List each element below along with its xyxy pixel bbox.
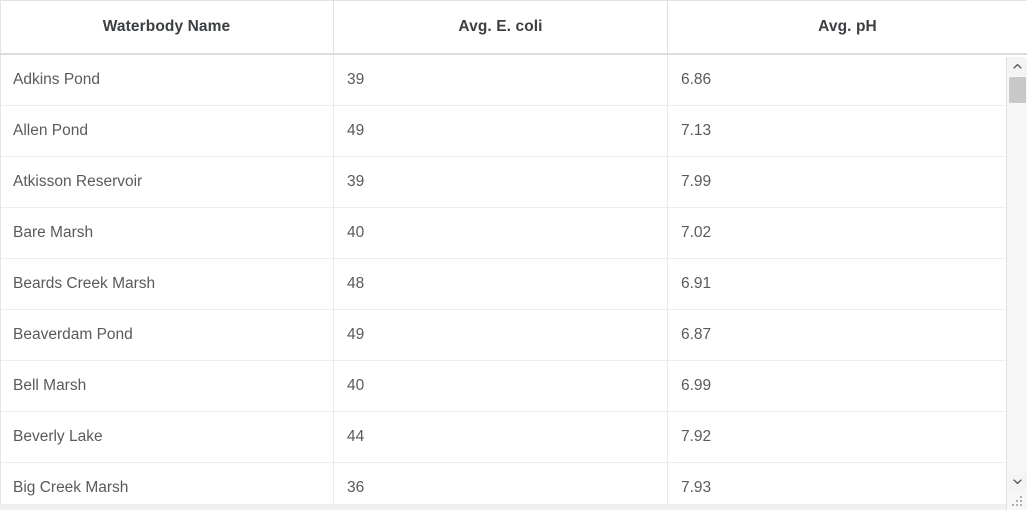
cell-ecoli: 49 (334, 106, 668, 156)
cell-name: Allen Pond (0, 106, 334, 156)
table-bottom-strip (0, 504, 1027, 510)
cell-name: Big Creek Marsh (0, 463, 334, 510)
cell-ph: 6.87 (681, 326, 712, 343)
table-row[interactable]: Beverly Lake 44 7.92 (0, 412, 1027, 463)
cell-ph: 7.92 (681, 428, 712, 445)
cell-name: Atkisson Reservoir (0, 157, 334, 207)
cell-ecoli: 44 (334, 412, 668, 462)
cell-ph: 6.99 (681, 377, 712, 394)
vertical-scrollbar[interactable] (1006, 57, 1027, 510)
cell-name: Beards Creek Marsh (0, 259, 334, 309)
table-rows-container: Adkins Pond 39 6.86 Allen Pond 49 7.13 Atkisso… (0, 55, 1027, 510)
cell-name: Adkins Pond (0, 55, 334, 105)
column-header-avg-ph[interactable]: Avg. pH (668, 1, 1027, 53)
table-row[interactable]: Big Creek Marsh 36 7.93 (0, 463, 1027, 510)
column-header-waterbody-name[interactable]: Waterbody Name (0, 1, 334, 53)
cell-name: Beverly Lake (0, 412, 334, 462)
cell-ph: 6.91 (681, 275, 712, 292)
scroll-down-button[interactable] (1007, 472, 1027, 491)
cell-ecoli: 39 (334, 157, 668, 207)
chevron-down-icon (1012, 479, 1022, 485)
table-header-row: Waterbody Name Avg. E. coli Avg. pH (0, 1, 1027, 55)
cell-ecoli: 49 (334, 310, 668, 360)
cell-ph: 7.02 (681, 224, 712, 241)
chevron-up-icon (1012, 63, 1022, 69)
cell-ph: 7.13 (681, 122, 712, 139)
cell-ph: 7.93 (681, 479, 712, 496)
cell-ecoli: 39 (334, 55, 668, 105)
column-header-avg-ecoli[interactable]: Avg. E. coli (334, 1, 668, 53)
scroll-up-button[interactable] (1007, 57, 1027, 76)
resize-grip-icon[interactable] (1009, 493, 1025, 509)
table-row[interactable]: Bell Marsh 40 6.99 (0, 361, 1027, 412)
cell-ecoli: 40 (334, 208, 668, 258)
cell-name: Beaverdam Pond (0, 310, 334, 360)
cell-ph: 7.99 (681, 173, 712, 190)
table-row[interactable]: Beards Creek Marsh 48 6.91 (0, 259, 1027, 310)
cell-ecoli: 36 (334, 463, 668, 510)
table-row[interactable]: Atkisson Reservoir 39 7.99 (0, 157, 1027, 208)
cell-name: Bell Marsh (0, 361, 334, 411)
table-row[interactable]: Bare Marsh 40 7.02 (0, 208, 1027, 259)
table-body: Adkins Pond 39 6.86 Allen Pond 49 7.13 Atkisso… (0, 55, 1027, 510)
cell-ecoli: 40 (334, 361, 668, 411)
cell-ph: 6.86 (681, 71, 712, 88)
table-row[interactable]: Allen Pond 49 7.13 (0, 106, 1027, 157)
cell-ecoli: 48 (334, 259, 668, 309)
cell-name: Bare Marsh (0, 208, 334, 258)
scrollbar-thumb[interactable] (1009, 77, 1026, 103)
table-row[interactable]: Adkins Pond 39 6.86 (0, 55, 1027, 106)
table-row[interactable]: Beaverdam Pond 49 6.87 (0, 310, 1027, 361)
